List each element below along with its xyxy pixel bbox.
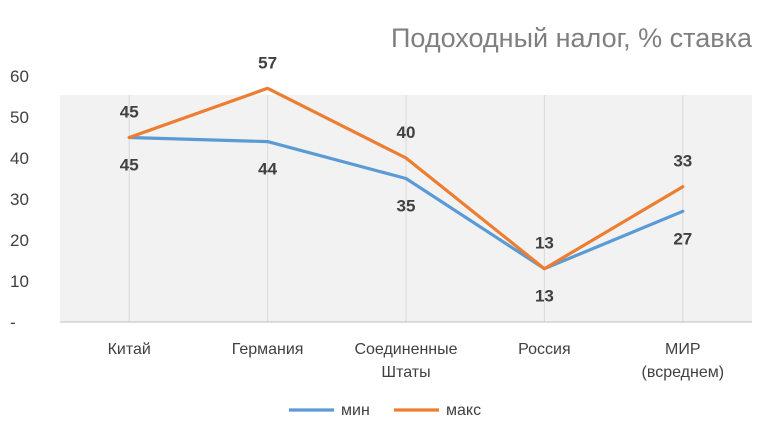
x-tick-label: Германия — [232, 341, 304, 358]
data-label: 44 — [258, 160, 277, 179]
data-label: 27 — [673, 229, 692, 248]
data-label: 35 — [397, 197, 416, 216]
y-tick-label: 10 — [10, 272, 29, 291]
data-label: 13 — [535, 234, 554, 253]
data-label: 45 — [120, 156, 139, 175]
series-line-max — [127, 86, 685, 271]
y-tick-label: 20 — [10, 231, 29, 250]
x-tick-label: Китай — [108, 341, 151, 358]
data-label: 40 — [397, 123, 416, 142]
data-label: 33 — [673, 152, 692, 171]
legend-label: макс — [446, 402, 481, 419]
data-label: 13 — [535, 287, 554, 306]
y-tick-label: 30 — [10, 190, 29, 209]
x-tick-label: Россия — [518, 341, 570, 358]
x-tick-label: Штаты — [381, 364, 430, 381]
data-label: 45 — [120, 103, 139, 122]
legend-label: мин — [341, 402, 370, 419]
y-tick-label: 40 — [10, 149, 29, 168]
y-tick-label: - — [10, 313, 16, 332]
x-tick-label: МИР — [665, 341, 701, 358]
chart-title: Подоходный налог, % ставка — [391, 23, 753, 53]
data-label: 57 — [258, 53, 277, 72]
series-line-min — [127, 135, 685, 271]
x-tick-label: Соединенные — [354, 341, 457, 358]
y-tick-label: 60 — [10, 67, 29, 86]
y-tick-label: 50 — [10, 108, 29, 127]
x-tick-label: (всреднем) — [642, 364, 725, 381]
